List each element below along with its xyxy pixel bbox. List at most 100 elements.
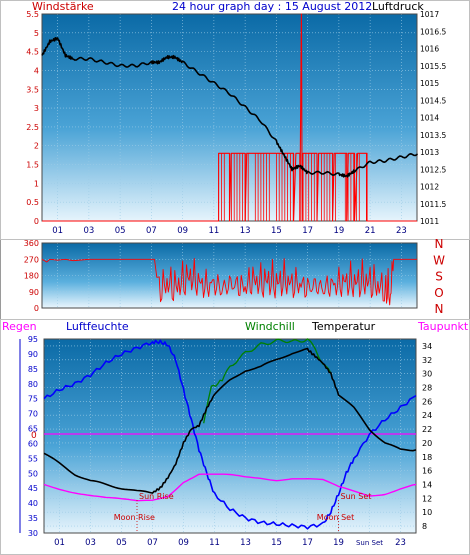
- annotation-layer: Sun Rise Moon Rise Sun Set Moon Set: [114, 492, 372, 533]
- x-tick-label-p1: 11: [208, 226, 219, 236]
- x-tick-label-p1: 01: [52, 226, 63, 236]
- x-tick-label-p3: 15: [271, 538, 282, 548]
- header-luftdruck: Luftdruck: [372, 0, 424, 13]
- series-windrichtung: [41, 258, 417, 306]
- y-right-tick-label-p1: 1016.5: [420, 27, 446, 36]
- y-left-tick-label-p1: 5.5: [26, 10, 39, 19]
- legend-windchill: Windchill: [245, 320, 295, 333]
- y-left-tick-label-p3: 90: [28, 350, 38, 359]
- compass-label: N: [435, 302, 444, 316]
- y-left-tick-label-p1: 1: [34, 179, 39, 188]
- y-right-tick-label-p1: 1012: [420, 183, 439, 192]
- compass-label: N: [435, 237, 444, 251]
- y-right-tick-label-p3: 16: [422, 467, 432, 476]
- y-left-tick-label-p3: 35: [28, 514, 38, 523]
- y-right-tick-label-p1: 1015.5: [420, 62, 446, 71]
- series-temperatur: [43, 347, 417, 494]
- y-right-tick-label-p3: 10: [422, 508, 432, 517]
- x-tick-label-p3: 09: [178, 538, 189, 548]
- panel-temp-bg: [44, 339, 416, 533]
- y-left-tick-label-p1: 3.5: [26, 85, 39, 94]
- header-windstaerke: Windstärke: [32, 0, 94, 13]
- y-left-tick-label-p3: 95: [28, 335, 38, 344]
- y-right-tick-label-p1: 1013.5: [420, 131, 446, 140]
- y-left-tick-label-p3: 45: [28, 484, 38, 493]
- annotation-label: Moon Set: [317, 513, 354, 522]
- y-right-tick-label-p1: 1011: [420, 217, 439, 226]
- y-left-tick-label-p3: 65: [28, 425, 38, 434]
- x-tick-label-p1: 19: [333, 226, 344, 236]
- x-tick-label-p1: 09: [177, 226, 188, 236]
- y-left-tick-label-p1: 0: [34, 217, 39, 226]
- header-title: 24 hour graph day : 15 August 2012: [172, 0, 372, 13]
- y-right-tick-label-p1: 1015: [420, 79, 439, 88]
- x-tick-label-p3: 19: [333, 538, 344, 548]
- y-right-tick-label-p3: 12: [422, 494, 432, 503]
- x-tick-label-p3: 17: [302, 538, 313, 548]
- legend-regen: Regen: [2, 320, 37, 333]
- series-windstaerke-gusts: [221, 153, 367, 221]
- x-tick-label-p1: 17: [302, 226, 313, 236]
- y-right-tick-label-p1: 1017: [420, 10, 439, 19]
- x-tick-label-p3: Sun Set: [356, 539, 383, 547]
- x-tick-label-p1: 13: [240, 226, 251, 236]
- panel3-border: [43, 338, 417, 534]
- y-left-tick-label-p3: 85: [28, 365, 38, 374]
- y-right-tick-label-p1: 1014.5: [420, 96, 446, 105]
- series-luftdruck: [41, 37, 418, 178]
- y-left-tick-label-p1: 5: [34, 29, 39, 38]
- y-right-tick-label-p3: 22: [422, 425, 432, 434]
- x-tick-label-p1: 05: [115, 226, 126, 236]
- x-tick-label-p3: 01: [54, 538, 65, 548]
- x-tick-label-p3: 11: [209, 538, 220, 548]
- x-tick-label-p1: 07: [146, 226, 157, 236]
- y-right-tick-label-p3: 30: [422, 370, 432, 379]
- y-left-tick-label-p3: 30: [28, 529, 38, 538]
- y-left-tick-label-p1: 4: [34, 66, 39, 75]
- y-right-tick-label-p3: 26: [422, 397, 432, 406]
- y-left-tick-label-p1: 2.5: [26, 123, 39, 132]
- y-left-tick-label-p3: 60: [28, 439, 38, 448]
- y-left-tick-label-p3: 55: [28, 454, 38, 463]
- legend-luftfeuchte: Luftfeuchte: [66, 320, 129, 333]
- y-right-tick-label-p1: 1014: [420, 114, 439, 123]
- y-tick-label-p2: 270: [24, 255, 39, 264]
- series-layer: [41, 13, 418, 530]
- y-right-tick-label-p3: 8: [422, 522, 427, 531]
- y-tick-label-p2: 90: [29, 288, 39, 297]
- y-right-tick-label-p1: 1012.5: [420, 165, 446, 174]
- y-left-tick-label-p1: 1.5: [26, 161, 39, 170]
- y-right-tick-label-p3: 28: [422, 384, 432, 393]
- x-tick-label-p3: 05: [116, 538, 127, 548]
- x-tick-label-p1: 03: [83, 226, 94, 236]
- compass-label: O: [434, 286, 443, 300]
- x-tick-label-p3: 03: [85, 538, 96, 548]
- annotation-label: Sun Set: [341, 492, 372, 501]
- y-right-tick-label-p1: 1011.5: [420, 200, 446, 209]
- compass-label: W: [433, 253, 445, 267]
- y-left-tick-label-p1: 2: [34, 142, 39, 151]
- x-tick-label-p3: 23: [395, 538, 406, 548]
- y-left-tick-label-p3: 75: [28, 395, 38, 404]
- y-right-tick-label-p3: 18: [422, 453, 432, 462]
- x-tick-label-p3: 07: [147, 538, 158, 548]
- series-luftfeuchte: [43, 339, 417, 530]
- series-windchill: [203, 338, 332, 424]
- y-right-tick-label-p3: 14: [422, 481, 432, 490]
- legend-temperatur: Temperatur: [311, 320, 376, 333]
- y-left-tick-label-p1: 3: [34, 104, 39, 113]
- y-tick-label-p2: 360: [24, 239, 39, 248]
- x-tick-label-p1: 15: [271, 226, 282, 236]
- legend-taupunkt: Taupunkt: [417, 320, 469, 333]
- series-taupunkt: [43, 473, 417, 502]
- x-tick-label-p1: 21: [365, 226, 376, 236]
- y-left-tick-label-p1: 4.5: [26, 48, 39, 57]
- y-right-tick-label-p1: 1016: [420, 45, 439, 54]
- x-tick-label-p3: 13: [240, 538, 251, 548]
- y-tick-label-p2: 180: [24, 272, 39, 281]
- y-left-tick-label-p3: 70: [28, 410, 38, 419]
- panel2-border: [41, 242, 418, 309]
- y-right-tick-label-p3: 32: [422, 356, 432, 365]
